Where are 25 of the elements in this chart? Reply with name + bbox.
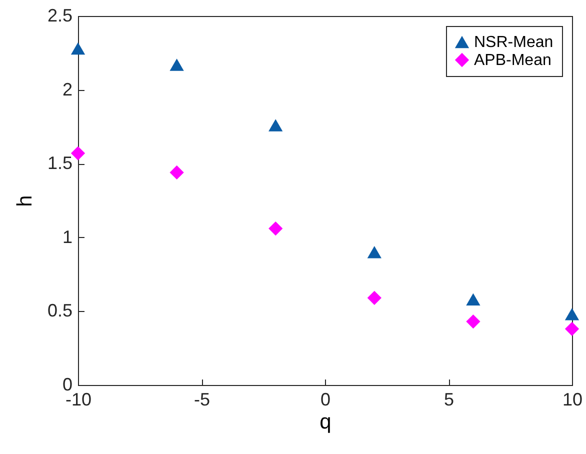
x-tick-label: 10 [562, 390, 583, 410]
point [367, 246, 382, 258]
x-tick-label: 5 [444, 390, 454, 410]
y-tick-label: 2.5 [47, 6, 72, 26]
x-tick-label: 0 [320, 390, 331, 410]
point [466, 293, 480, 306]
y-tick-label: 1 [62, 226, 72, 247]
point [564, 308, 580, 320]
point [268, 221, 283, 236]
legend-label: NSR-Mean [474, 34, 554, 51]
y-tick-label: 1.5 [47, 153, 72, 174]
y-tick-label: 0.5 [47, 300, 72, 321]
y-axis-title: h [13, 195, 36, 207]
point [170, 165, 184, 180]
point [466, 314, 480, 329]
point [70, 146, 86, 160]
x-axis-title: q [320, 410, 332, 434]
point [70, 42, 86, 55]
point [564, 322, 580, 336]
point [170, 58, 184, 71]
point [268, 119, 283, 132]
y-tick-label: 2 [62, 79, 72, 100]
x-tick-label: -5 [194, 390, 210, 410]
legend-label: APB-Mean [474, 52, 552, 69]
point [367, 290, 382, 305]
